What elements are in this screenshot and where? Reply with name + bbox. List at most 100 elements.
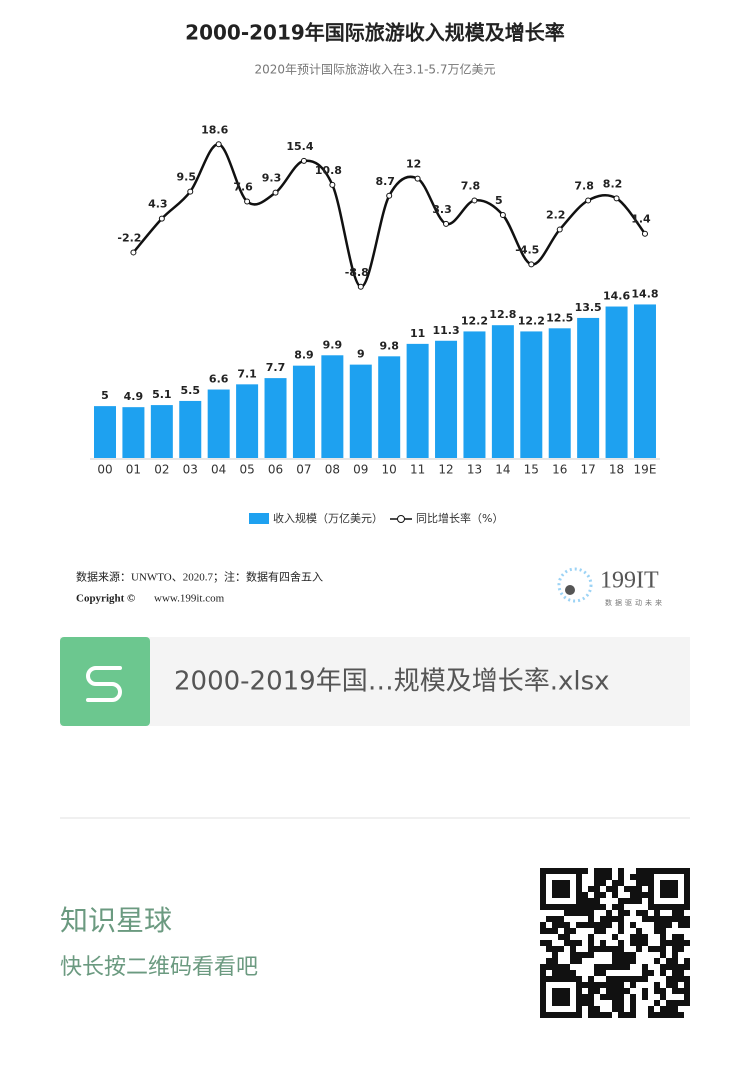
qr-module [678,934,684,940]
legend-label: 同比增长率（%） [416,511,503,525]
x-tick-label: 07 [296,463,311,477]
x-tick-label: 17 [580,463,595,477]
line-point [187,188,194,195]
qr-module [636,928,642,934]
qr-module [582,982,588,988]
data-label: 7.7 [266,361,286,374]
qr-module [588,886,594,892]
qr-module [618,1006,624,1012]
qr-module [678,940,684,946]
qr-module [666,922,672,928]
qr-module [552,958,558,964]
qr-module [672,970,678,976]
qr-module [654,988,660,994]
qr-module [666,958,672,964]
qr-module [648,892,654,898]
data-label: 9.9 [323,338,343,351]
qr-module [624,1012,630,1018]
qr-module [576,952,582,958]
qr-module [618,958,624,964]
qr-module [594,868,600,874]
qr-module [684,964,690,970]
data-label: 9.3 [262,172,282,185]
qr-module [600,928,606,934]
qr-module [576,958,582,964]
qr-module [540,1006,546,1012]
qr-module [684,940,690,946]
qr-module [618,880,624,886]
qr-module [642,994,648,1000]
qr-module [660,940,666,946]
qr-module [624,964,630,970]
qr-module [648,874,654,880]
line-point [300,157,307,164]
qr-module [564,970,570,976]
line-point [613,195,620,202]
qr-module [672,940,678,946]
data-label: 12.2 [461,314,488,327]
qr-module [672,988,678,994]
qr-module [612,916,618,922]
qr-module [672,952,678,958]
footer-title: 知识星球 [60,904,172,937]
qr-module [618,928,624,934]
qr-module [618,952,624,958]
logo-text: 199IT [600,568,659,594]
qr-module [546,916,552,922]
qr-module [564,928,570,934]
qr-code[interactable] [540,868,690,1018]
qr-module [576,994,582,1000]
qr-module [636,868,642,874]
qr-module [654,946,660,952]
qr-module [612,982,618,988]
bar [463,331,486,458]
qr-module [612,976,618,982]
qr-module [666,1000,672,1006]
file-icon-glyph [86,666,122,702]
qr-module [540,898,546,904]
qr-module [678,922,684,928]
qr-module [654,1012,660,1018]
file-card[interactable] [60,637,690,726]
qr-module [666,940,672,946]
qr-module [660,988,666,994]
qr-module [666,976,672,982]
qr-module [618,1012,624,1018]
qr-module [666,1006,672,1012]
bar [520,331,543,458]
qr-module [588,916,594,922]
qr-module [660,922,666,928]
bar [349,364,372,458]
qr-module [546,940,552,946]
qr-module [672,976,678,982]
qr-module [642,910,648,916]
qr-module [678,868,684,874]
qr-module [546,868,552,874]
qr-module [630,874,636,880]
qr-module [612,1006,618,1012]
qr-module [582,892,588,898]
data-label: 5 [101,389,109,402]
qr-module [642,964,648,970]
qr-module [618,874,624,880]
qr-module [600,922,606,928]
qr-module [630,892,636,898]
qr-module [600,1012,606,1018]
qr-module [648,880,654,886]
qr-module [570,946,576,952]
qr-module [618,904,624,910]
qr-module [576,922,582,928]
qr-module [576,976,582,982]
qr-module [558,922,564,928]
bar [605,306,628,458]
data-label: 9.8 [379,339,399,352]
qr-module [624,910,630,916]
qr-module [612,988,618,994]
qr-module [594,1012,600,1018]
data-label: 8.7 [375,175,395,188]
qr-module [588,1012,594,1018]
qr-module [588,946,594,952]
x-tick-label: 05 [239,463,254,477]
qr-module [564,880,570,886]
qr-module [618,868,624,874]
